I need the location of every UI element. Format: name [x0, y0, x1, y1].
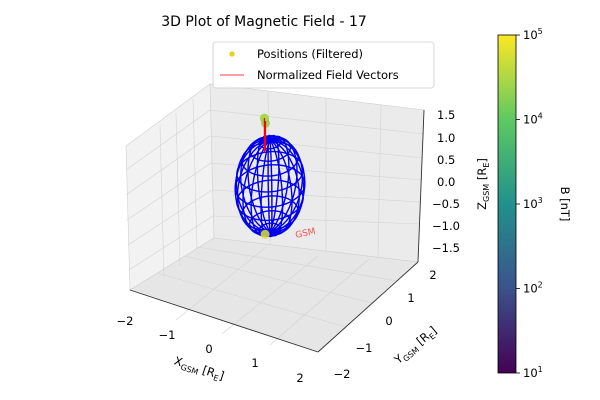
legend: Positions (Filtered) Normalized Field Ve… [212, 41, 435, 89]
colorbar-tick-label: 102 [523, 281, 543, 296]
sphere-parallel [258, 135, 282, 150]
colorbar-tick-label: 104 [523, 112, 543, 127]
y-tick-label: −2 [334, 367, 351, 381]
grid-line [126, 162, 212, 221]
colorbar-label: B [nT] [558, 187, 572, 222]
colorbar-tick-label: 101 [523, 365, 543, 380]
legend-frame [212, 41, 435, 89]
y-axis-line [317, 261, 419, 353]
z-tick-label: −0.5 [432, 197, 460, 211]
grid-line [128, 215, 214, 271]
grid-line [210, 135, 424, 159]
sphere-parallel [236, 179, 304, 222]
x-axis-label: XGSM [RE] [172, 354, 226, 385]
grid-line [159, 125, 165, 277]
grid-line [125, 135, 211, 196]
legend-marker-positions [229, 51, 235, 57]
grid-line [197, 246, 398, 282]
grid-line [377, 104, 382, 258]
grid-line [175, 113, 181, 267]
colorbar-tick-label: 105 [523, 27, 543, 42]
sphere-parallel [236, 150, 304, 193]
back-pane-right [209, 83, 425, 263]
grid-line [209, 109, 425, 135]
grid-line [184, 255, 373, 304]
axes-3d [125, 83, 425, 353]
grid-line [127, 189, 213, 246]
grid-line [221, 255, 319, 335]
legend-label-positions: Positions (Filtered) [257, 47, 363, 61]
z-tick-label: 1.5 [437, 108, 455, 122]
z-axis-line [417, 109, 425, 263]
data-marks [259, 113, 270, 239]
z-tick-label: 1.0 [437, 131, 455, 145]
z-tick-label: 0.0 [437, 175, 455, 189]
gsm-annotation: GSM [295, 227, 317, 241]
colorbar-tick-label: 103 [523, 196, 543, 211]
grid-line [210, 162, 423, 181]
z-tick-label: −1.0 [432, 219, 460, 233]
grid-line [211, 189, 422, 203]
grid-lines [125, 90, 425, 346]
legend-label-vectors: Normalized Field Vectors [257, 68, 399, 82]
y-tick-label: 2 [429, 268, 436, 282]
y-tick-label: −1 [356, 341, 373, 355]
grid-line [175, 246, 267, 321]
grid-line [125, 109, 211, 171]
z-tick-label: −1.5 [432, 241, 460, 255]
colorbar: 101 102 103 104 105 B [nT] [497, 27, 572, 380]
y-tick-label: 0 [385, 314, 392, 328]
z-axis-label: ZGSM [RE] [475, 158, 491, 210]
x-tick-label: 0 [205, 342, 212, 356]
x-tick-label: 1 [251, 356, 258, 370]
x-tick-label: 2 [296, 371, 303, 385]
x-axis-line [129, 289, 319, 353]
z-tick-labels: 1.5 1.0 0.5 0.0 −0.5 −1.0 −1.5 [432, 108, 460, 255]
sphere-parallel [248, 135, 292, 162]
sphere-parallel [241, 141, 299, 177]
x-tick-label: −2 [117, 314, 134, 328]
chart-title: 3D Plot of Magnetic Field - 17 [161, 14, 367, 30]
y-axis-label: YGSM [RE] [391, 323, 441, 369]
colorbar-gradient [497, 34, 517, 374]
y-tick-label: 1 [407, 291, 414, 305]
x-tick-label: −1 [159, 328, 176, 342]
x-tick-labels: −2 −1 0 1 2 [117, 314, 304, 385]
position-point [260, 229, 270, 239]
grid-line [156, 272, 347, 328]
z-tick-label: 0.5 [437, 153, 455, 167]
y-tick-labels: −2 −1 0 1 2 [334, 268, 437, 381]
colorbar-ticks: 101 102 103 104 105 [516, 27, 543, 380]
